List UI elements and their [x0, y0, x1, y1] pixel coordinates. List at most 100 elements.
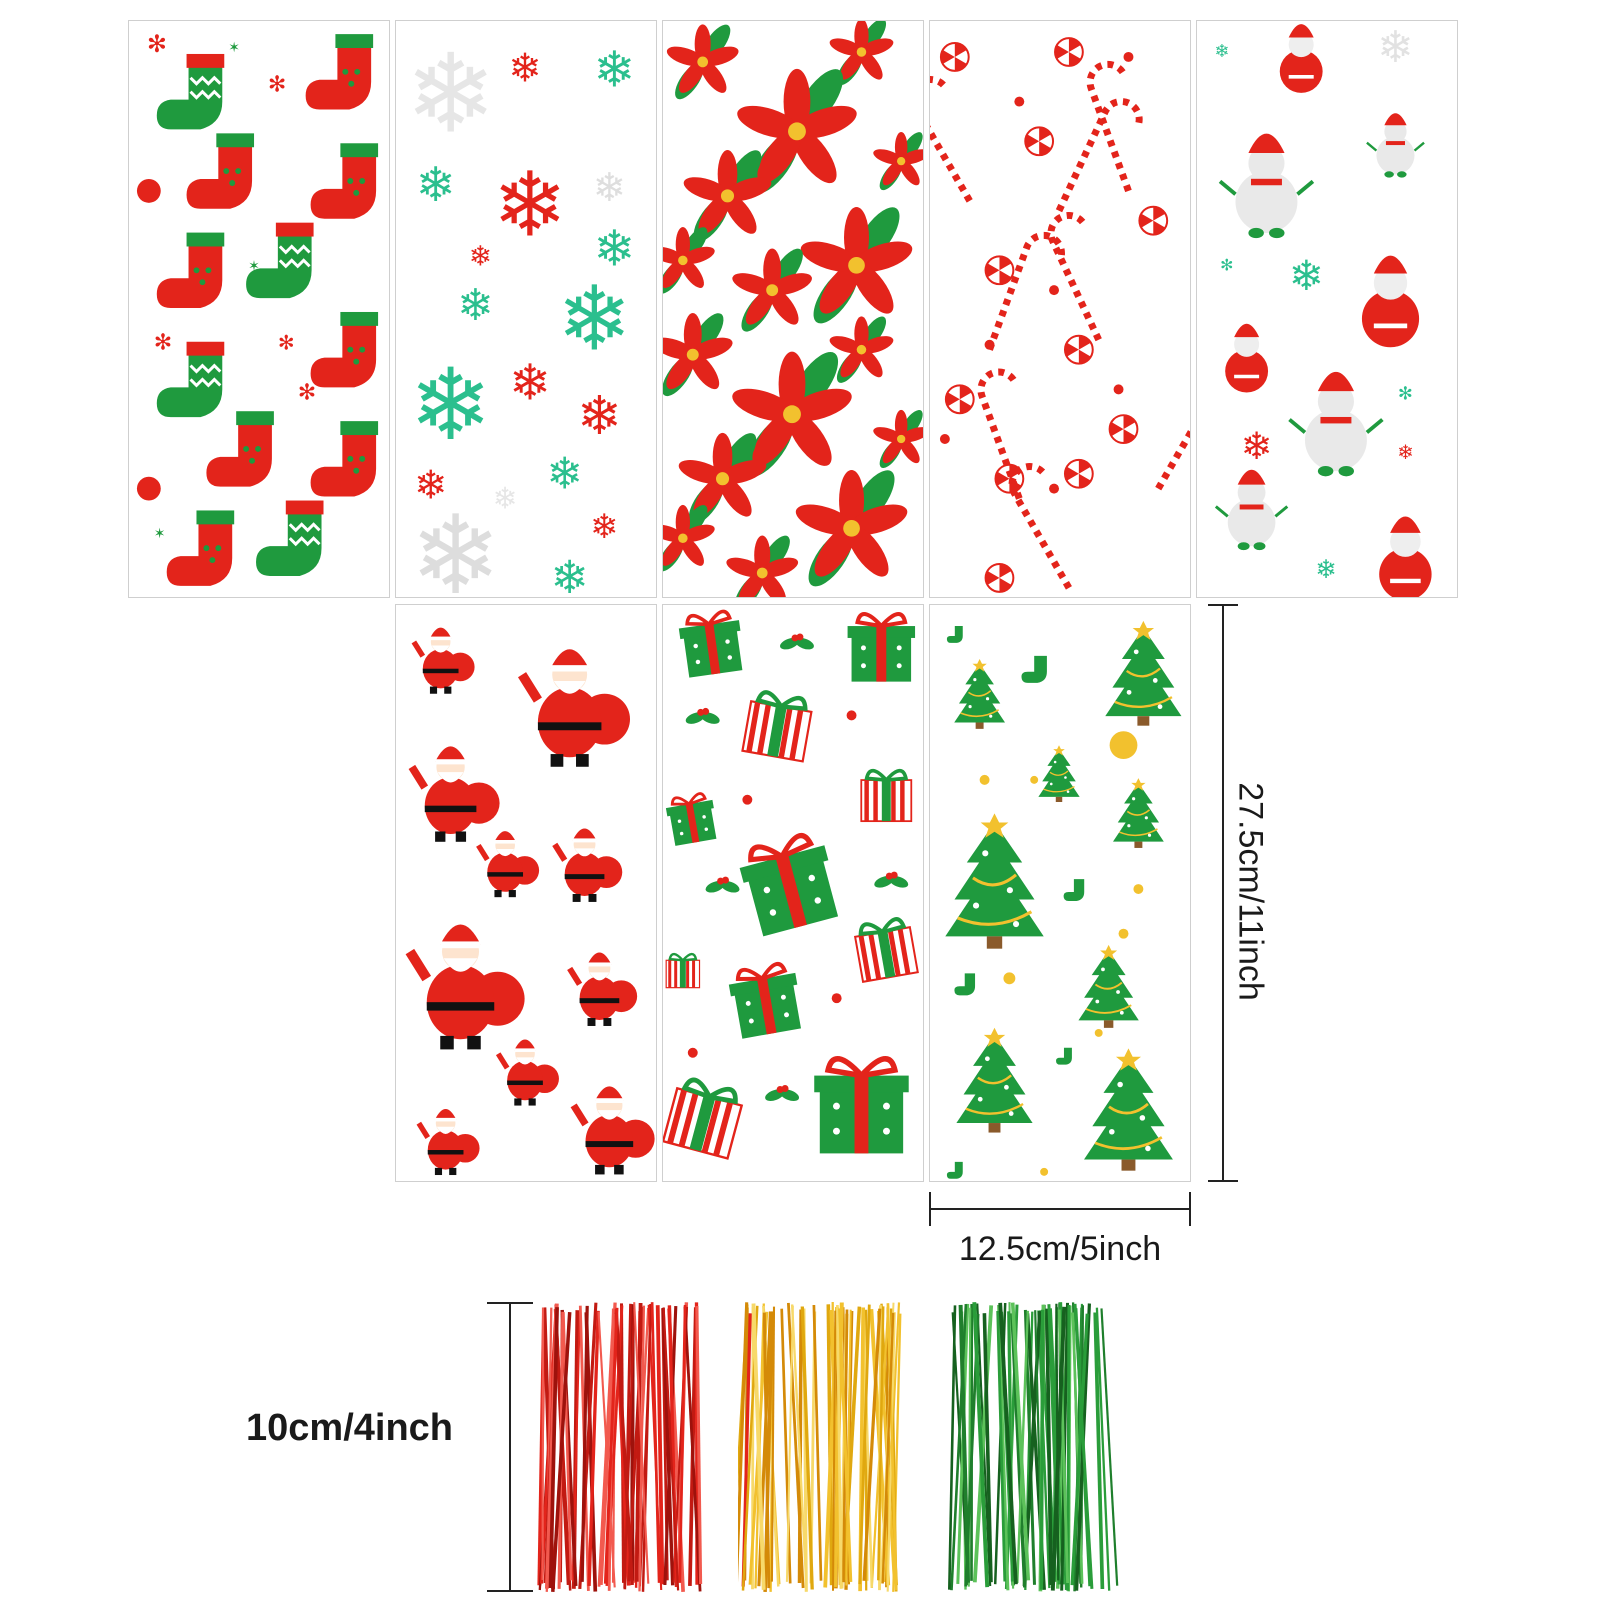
green-twist-ties-graphic: [948, 1302, 1119, 1592]
svg-text:❄: ❄: [410, 492, 501, 597]
svg-text:✻: ✻: [298, 379, 316, 404]
twist-tie: [597, 1311, 616, 1588]
twist-tie: [678, 1304, 687, 1583]
twist-tie: [695, 1305, 703, 1585]
twist-tie: [877, 1306, 885, 1581]
gold-twist-ties-graphic: [738, 1301, 902, 1592]
twist-tie: [881, 1312, 895, 1584]
twist-tie: [832, 1310, 837, 1591]
svg-text:❄: ❄: [1377, 22, 1414, 73]
svg-text:❄: ❄: [594, 41, 636, 99]
stocking-pattern-graphic: ✻ ✻ ✻ ✻ ✻ ✶ ✶ ✶: [136, 31, 379, 586]
twist-tie: [998, 1302, 1018, 1585]
svg-text:❄: ❄: [1289, 251, 1324, 300]
twist-tie: [972, 1302, 990, 1588]
snowflake-pattern-graphic: ❄ ❄ ❄ ❄ ❄ ❄ ❄ ❄ ❄ ❄ ❄ ❄ ❄ ❄ ❄ ❄ ❄ ❄ ❄: [405, 30, 636, 597]
twist-tie: [562, 1312, 573, 1581]
twist-tie: [580, 1305, 589, 1582]
svg-text:❄: ❄: [551, 551, 589, 597]
tie-dimension-cap-top: [487, 1302, 533, 1304]
twist-tie: [1010, 1302, 1031, 1581]
twist-tie: [858, 1304, 871, 1585]
twist-tie: [1045, 1308, 1053, 1586]
twist-tie: [836, 1304, 843, 1589]
gold-twist-ties: [738, 1300, 918, 1595]
gift-pattern-graphic: [663, 607, 923, 1181]
twist-tie: [1039, 1309, 1045, 1590]
twist-tie: [638, 1305, 646, 1592]
twist-tie: [1016, 1310, 1029, 1584]
svg-text:❄: ❄: [409, 348, 492, 463]
twist-tie: [1010, 1313, 1027, 1588]
svg-text:❄: ❄: [594, 219, 636, 277]
twist-tie: [1095, 1307, 1111, 1591]
twist-tie: [1093, 1312, 1105, 1590]
twist-tie: [1073, 1303, 1094, 1589]
twist-tie: [548, 1307, 559, 1589]
svg-text:❄: ❄: [1241, 424, 1273, 468]
height-dimension-line: [1222, 604, 1224, 1182]
svg-text:✻: ✻: [1398, 383, 1413, 404]
christmas-tree-pattern-bag: [929, 604, 1191, 1182]
candy-cane-pattern-graphic: [930, 37, 1190, 593]
twist-tie: [623, 1308, 636, 1588]
twist-tie: [650, 1302, 661, 1583]
twist-tie: [948, 1305, 957, 1590]
twist-tie: [770, 1306, 776, 1582]
twist-tie: [763, 1311, 775, 1592]
twist-tie: [587, 1310, 600, 1586]
gift-pattern-bag: [662, 604, 924, 1182]
tie-length-label: 10cm/4inch: [246, 1407, 453, 1449]
svg-text:❄: ❄: [1397, 441, 1414, 464]
twist-tie: [790, 1304, 808, 1581]
svg-text:❄: ❄: [414, 463, 447, 509]
candy-cane-pattern-bag: [929, 20, 1191, 598]
twist-tie: [785, 1305, 794, 1582]
svg-text:✶: ✶: [228, 39, 240, 55]
twist-tie: [1055, 1303, 1060, 1581]
twist-tie: [1066, 1304, 1071, 1591]
svg-text:❄: ❄: [557, 268, 632, 372]
svg-text:❄: ❄: [405, 30, 496, 157]
width-dimension-line: [929, 1208, 1191, 1210]
twist-tie: [862, 1308, 882, 1581]
twist-tie: [1071, 1312, 1084, 1584]
svg-text:❄: ❄: [593, 165, 626, 211]
twist-tie: [967, 1307, 972, 1587]
twist-tie: [634, 1302, 643, 1582]
twist-tie: [838, 1308, 853, 1582]
width-label: 12.5cm/5inch: [958, 1230, 1162, 1268]
svg-text:✻: ✻: [268, 72, 286, 97]
twist-tie: [1100, 1308, 1119, 1586]
twist-tie: [614, 1312, 634, 1586]
twist-tie: [972, 1305, 994, 1583]
svg-text:❄: ❄: [469, 239, 492, 272]
twist-tie: [996, 1310, 1007, 1582]
width-dimension-cap-right: [1189, 1192, 1191, 1226]
svg-text:✻: ✻: [154, 330, 172, 355]
stocking-pattern-bag: ✻ ✻ ✻ ✻ ✻ ✶ ✶ ✶: [128, 20, 390, 598]
twist-tie: [655, 1305, 665, 1585]
width-dimension-cap-left: [929, 1192, 931, 1226]
red-twist-ties-graphic: [537, 1302, 703, 1593]
svg-text:❄: ❄: [1214, 41, 1229, 62]
twist-tie: [1037, 1310, 1051, 1589]
twist-tie: [683, 1306, 702, 1592]
poinsettia-pattern-graphic: [663, 21, 923, 597]
svg-text:❄: ❄: [1315, 555, 1337, 585]
twist-tie: [661, 1307, 675, 1586]
tie-dimension-cap-bottom: [487, 1590, 533, 1592]
twist-tie: [639, 1304, 653, 1587]
svg-text:✻: ✻: [278, 333, 295, 355]
twist-tie: [958, 1304, 970, 1583]
santa-pattern-graphic: [396, 605, 656, 1181]
santa-pattern-bag: [395, 604, 657, 1182]
twist-tie: [751, 1303, 766, 1590]
svg-text:❄: ❄: [493, 481, 518, 516]
twist-tie: [738, 1302, 749, 1583]
twist-tie: [551, 1311, 572, 1593]
twist-tie: [603, 1307, 619, 1584]
svg-text:❄: ❄: [509, 353, 551, 411]
red-twist-ties: [535, 1300, 715, 1595]
svg-text:❄: ❄: [577, 384, 622, 447]
